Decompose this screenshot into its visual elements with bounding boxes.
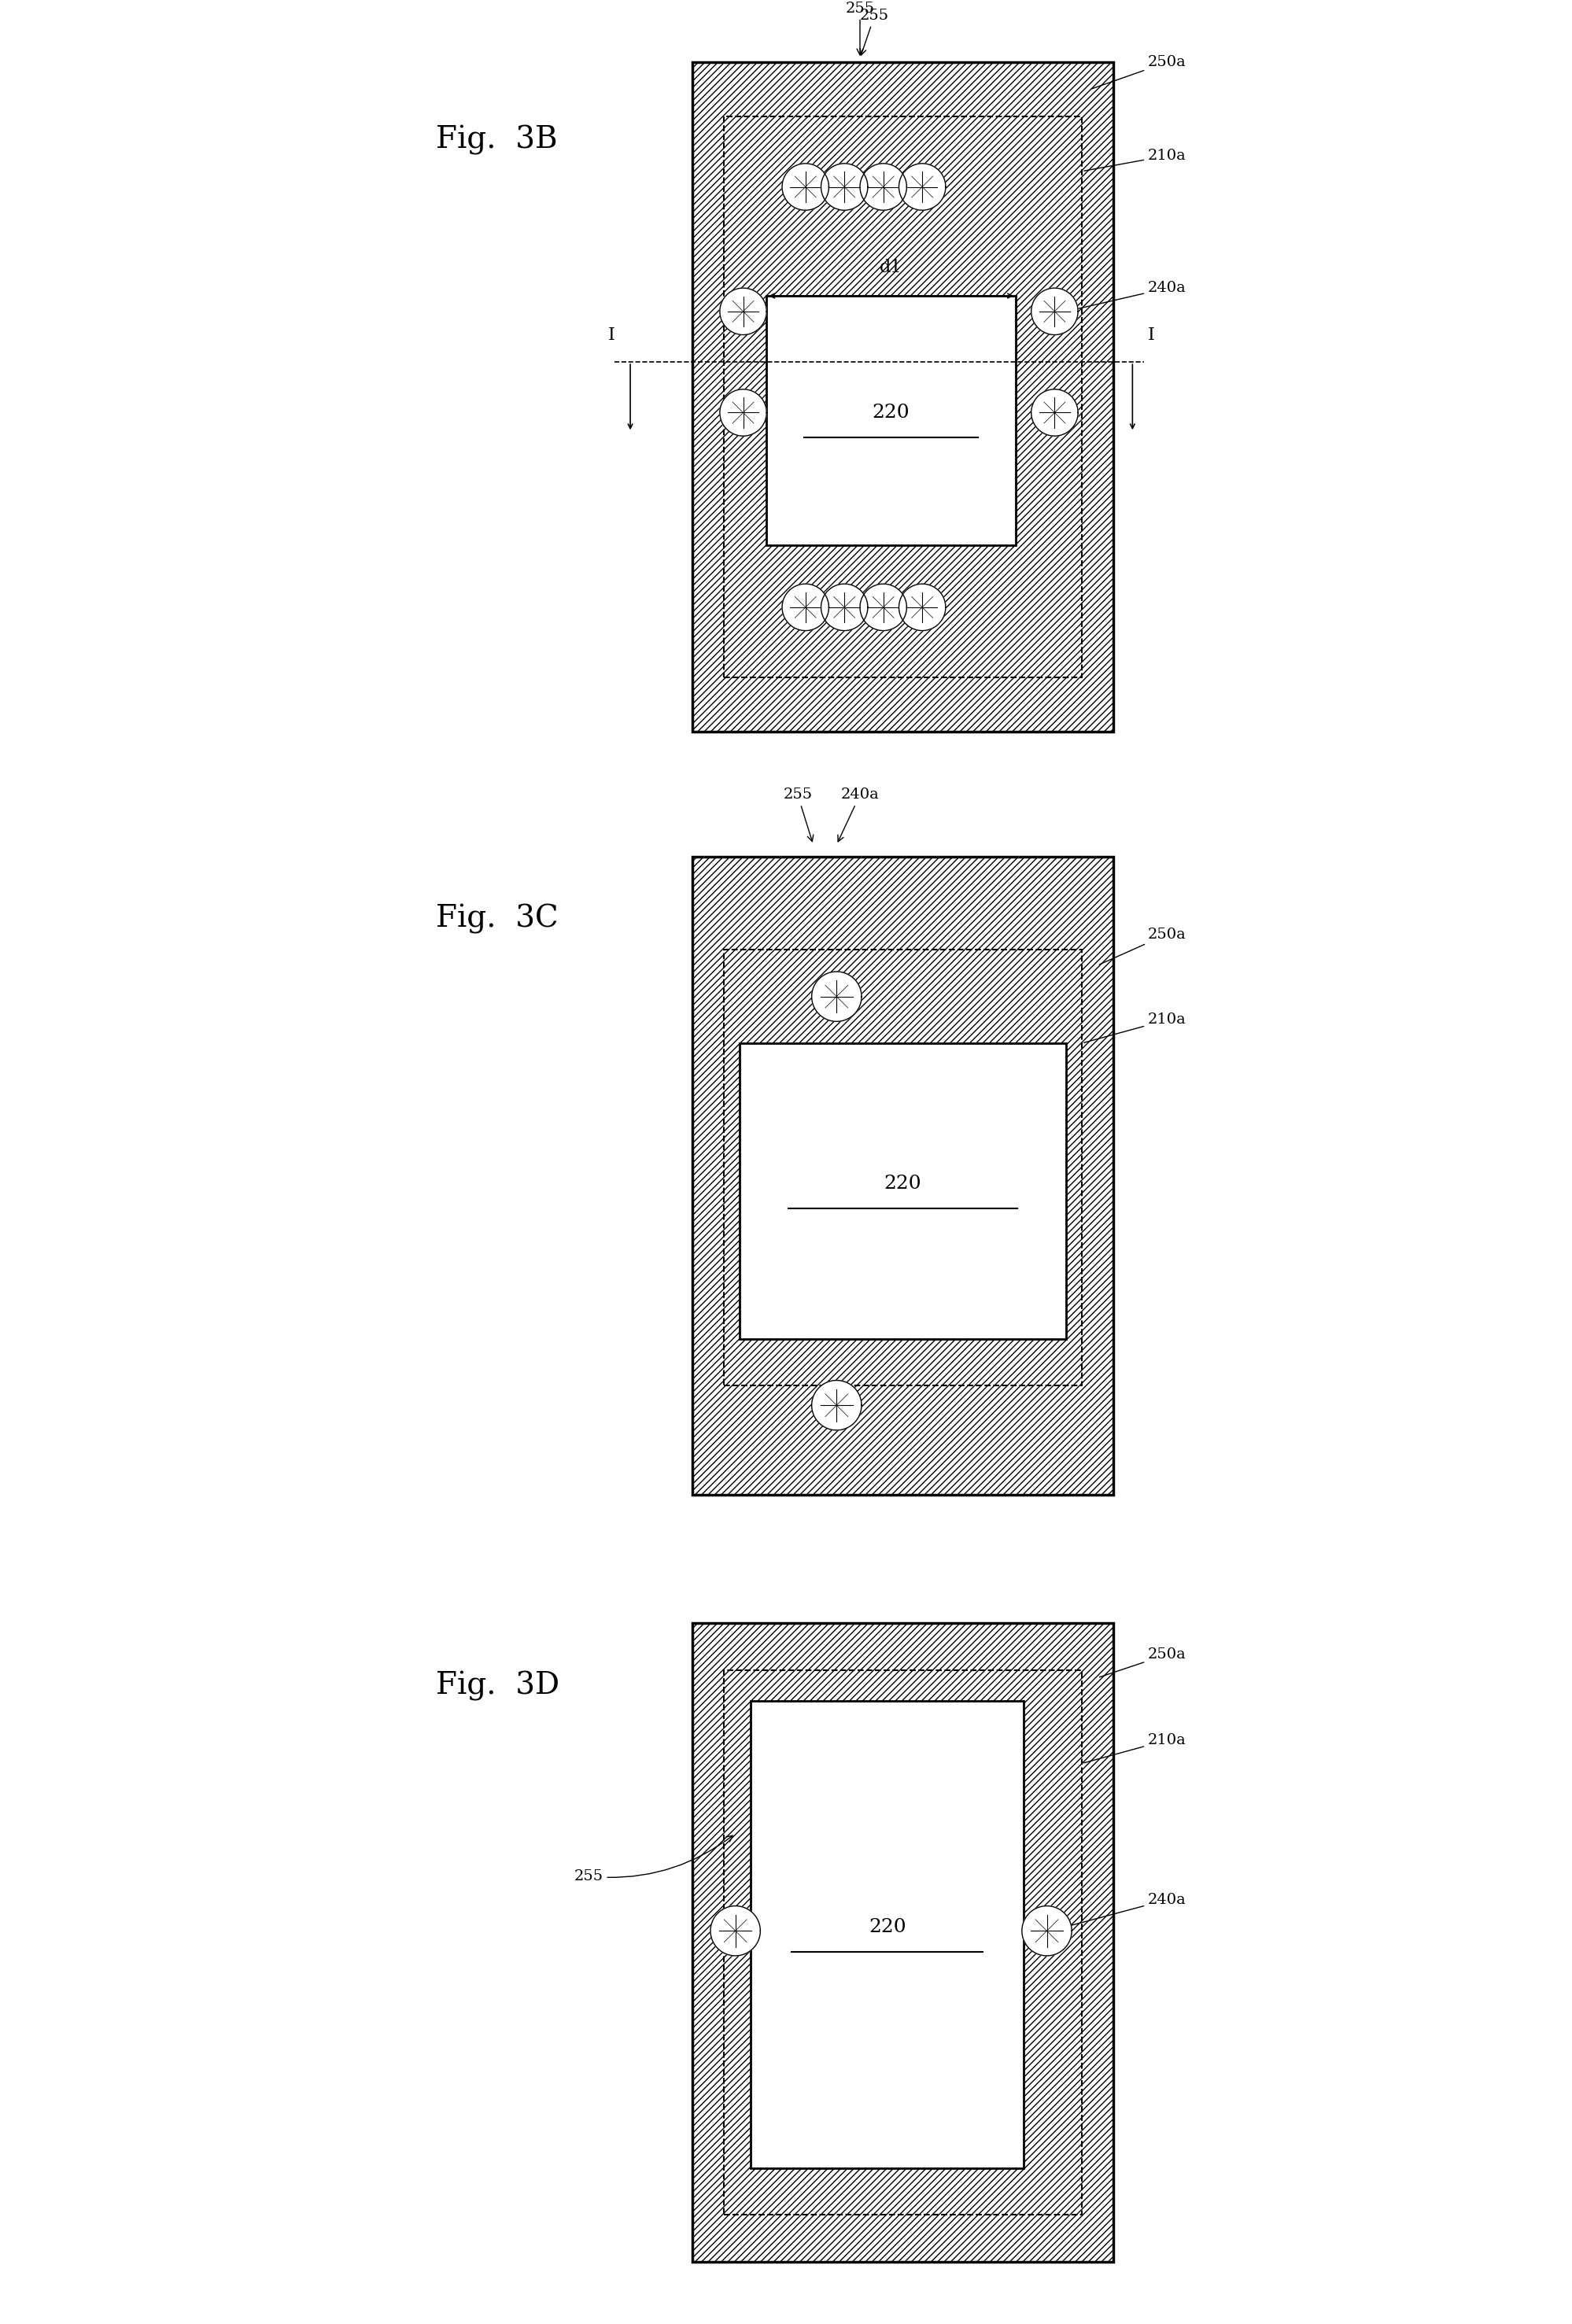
Polygon shape xyxy=(1031,390,1078,437)
Bar xyxy=(723,951,1082,1385)
Text: 255: 255 xyxy=(574,1836,733,1882)
Text: 220: 220 xyxy=(883,1174,921,1192)
Polygon shape xyxy=(1031,288,1078,335)
Polygon shape xyxy=(811,971,861,1023)
Polygon shape xyxy=(811,1380,861,1429)
Text: 210a: 210a xyxy=(1085,149,1187,172)
Text: 255: 255 xyxy=(783,788,813,841)
Polygon shape xyxy=(720,288,767,335)
Text: Fig.  3C: Fig. 3C xyxy=(435,904,558,934)
Polygon shape xyxy=(860,163,907,209)
Text: 240a: 240a xyxy=(1069,281,1187,311)
Text: 250a: 250a xyxy=(1099,927,1187,964)
Text: 220: 220 xyxy=(872,404,910,421)
Polygon shape xyxy=(860,583,907,630)
Text: Fig.  3D: Fig. 3D xyxy=(435,1671,560,1701)
Text: 250a: 250a xyxy=(1099,1648,1187,1678)
Bar xyxy=(751,1701,1023,2168)
Polygon shape xyxy=(899,163,946,209)
Polygon shape xyxy=(821,583,868,630)
Bar xyxy=(693,1622,1113,2261)
Polygon shape xyxy=(711,1906,761,1957)
Text: 255: 255 xyxy=(860,9,890,56)
Text: 210a: 210a xyxy=(1085,1013,1187,1043)
Bar xyxy=(739,1043,1066,1339)
Text: Fig.  3B: Fig. 3B xyxy=(435,125,558,156)
Text: 220: 220 xyxy=(868,1917,905,1936)
Polygon shape xyxy=(720,390,767,437)
Text: I: I xyxy=(608,325,615,344)
Text: 250a: 250a xyxy=(1091,56,1187,88)
Polygon shape xyxy=(821,163,868,209)
Bar xyxy=(693,63,1113,732)
Text: 210a: 210a xyxy=(1085,1734,1187,1764)
Bar xyxy=(767,295,1016,544)
Text: 240a: 240a xyxy=(1053,1892,1187,1931)
Text: 240a: 240a xyxy=(838,788,879,841)
Polygon shape xyxy=(1022,1906,1072,1957)
Polygon shape xyxy=(899,583,946,630)
Bar xyxy=(723,116,1082,676)
Bar xyxy=(693,858,1113,1494)
Polygon shape xyxy=(783,583,828,630)
Text: 255: 255 xyxy=(846,2,874,56)
Polygon shape xyxy=(783,163,828,209)
Bar xyxy=(723,1671,1082,2215)
Text: d1: d1 xyxy=(880,258,902,277)
Text: I: I xyxy=(1148,325,1155,344)
